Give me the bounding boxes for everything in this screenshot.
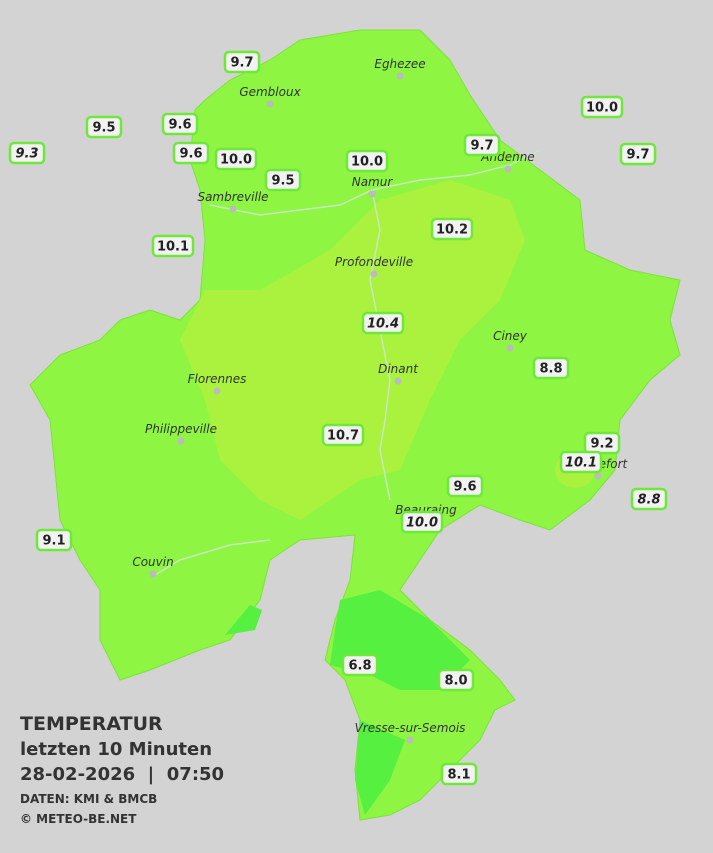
city-name: Namur (352, 175, 394, 189)
city-name: Vresse-sur-Semois (355, 721, 466, 735)
station-value: 8.8 (539, 362, 562, 377)
copyright: © METEO-BE.NET (20, 812, 137, 826)
station-box (430, 217, 474, 241)
city-dot (368, 190, 376, 198)
city-name: Profondeville (335, 255, 413, 269)
city-dot (394, 377, 402, 385)
station-box (264, 168, 302, 192)
station-box (161, 112, 199, 136)
labels: EghezeeGemblouxAndenneNamurSambrevillePr… (8, 50, 668, 786)
river (154, 149, 541, 576)
city-name: Gembloux (239, 85, 301, 99)
station-value: 9.2 (590, 437, 613, 452)
title: TEMPERATUR (20, 713, 163, 735)
city-dot (213, 387, 221, 395)
station-box (35, 528, 73, 552)
station-box (361, 311, 405, 335)
station-box (345, 149, 389, 173)
station-value: 10.1 (565, 456, 597, 471)
station-value: 9.7 (230, 56, 253, 71)
station-value: 9.1 (42, 534, 65, 549)
station-value: 9.6 (168, 118, 191, 133)
station-value: 10.0 (586, 101, 618, 116)
station-value: 9.7 (470, 139, 493, 154)
station-box (172, 141, 210, 165)
station-box (532, 356, 570, 380)
station-box (400, 510, 444, 534)
station-box (437, 668, 475, 692)
source: DATEN: KMI & BMCB (20, 792, 157, 806)
city-name: Philippeville (145, 422, 217, 436)
station-box (214, 147, 258, 171)
station-value: 10.0 (406, 516, 438, 531)
station-value: 9.6 (179, 147, 202, 162)
station-box (321, 423, 365, 447)
station-box (440, 762, 478, 786)
station-value: 9.5 (92, 121, 115, 136)
city-name: Eghezee (374, 57, 425, 71)
city-dot (149, 570, 157, 578)
station-box (151, 234, 195, 258)
station-value: 10.7 (327, 429, 359, 444)
station-value: 10.0 (351, 155, 383, 170)
station-box (341, 653, 379, 677)
subtitle: letzten 10 Minuten (20, 739, 212, 760)
station-box (583, 431, 621, 455)
city-dot (229, 205, 237, 213)
station-value: 8.1 (447, 768, 470, 783)
cold-zone (225, 605, 262, 635)
station-box (619, 142, 657, 166)
city-dot (370, 270, 378, 278)
station-value: 10.0 (220, 153, 252, 168)
station-box (8, 141, 46, 165)
station-box (463, 133, 501, 157)
city-dot (177, 437, 185, 445)
station-box (85, 115, 123, 139)
station-value: 9.3 (15, 147, 38, 162)
station-value: 9.6 (453, 480, 476, 495)
station-value: 10.4 (367, 317, 399, 332)
station-box (630, 487, 668, 511)
city-dot (594, 472, 602, 480)
station-box (446, 474, 484, 498)
station-box (223, 50, 261, 74)
city-name: Sambreville (197, 190, 268, 204)
station-value: 6.8 (348, 659, 371, 674)
timestamp: 28-02-2026 | 07:50 (20, 764, 224, 785)
city-dot (396, 72, 404, 80)
cold-zone (355, 720, 405, 815)
city-dot (504, 165, 512, 173)
city-dot (266, 100, 274, 108)
station-value: 8.8 (637, 493, 660, 508)
city-name: Ciney (493, 329, 528, 343)
warm-zone (180, 180, 525, 520)
city-dot (406, 736, 414, 744)
city-name: Couvin (132, 555, 173, 569)
city-name: Florennes (188, 372, 247, 386)
station-value: 10.2 (436, 223, 468, 238)
station-box (580, 95, 624, 119)
station-value: 10.1 (157, 240, 189, 255)
station-value: 9.5 (271, 174, 294, 189)
station-box (559, 450, 603, 474)
city-dot (506, 344, 514, 352)
station-value: 8.0 (444, 674, 467, 689)
station-value: 9.7 (626, 148, 649, 163)
city-name: Dinant (378, 362, 419, 376)
footer: TEMPERATUR letzten 10 Minuten 28-02-2026… (20, 713, 224, 826)
